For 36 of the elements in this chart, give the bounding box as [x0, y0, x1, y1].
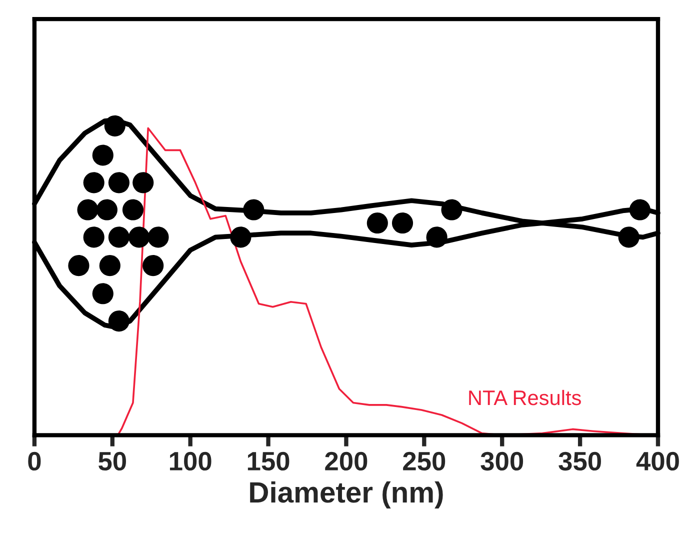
point: [132, 172, 154, 194]
point: [92, 283, 114, 304]
point: [83, 226, 104, 248]
point: [96, 199, 118, 220]
point: [243, 199, 264, 220]
point: [230, 226, 252, 248]
x-tick-label: 250: [403, 452, 446, 471]
x-tick-label: 350: [558, 452, 601, 471]
point: [77, 199, 98, 220]
x-tick-label: 50: [98, 452, 126, 471]
point: [68, 255, 90, 276]
point: [108, 226, 130, 248]
x-tick-label: 0: [28, 452, 41, 471]
point: [92, 144, 114, 166]
x-tick-label: 400: [636, 452, 679, 471]
point: [104, 115, 126, 136]
x-axis-title: Diameter (nm): [250, 481, 443, 509]
x-tick-label: 100: [170, 452, 212, 471]
point: [122, 199, 144, 220]
point: [128, 226, 150, 248]
x-tick-label: 200: [325, 452, 368, 471]
x-tick-label: 300: [480, 452, 524, 471]
point: [392, 212, 414, 234]
x-tick-label: 150: [248, 452, 290, 471]
point: [629, 199, 650, 220]
point: [441, 199, 462, 220]
point: [108, 310, 130, 332]
point: [148, 226, 169, 248]
point: [618, 226, 640, 248]
point: [99, 255, 120, 276]
point: [83, 172, 104, 194]
series-label: NTA Results: [469, 390, 581, 406]
point: [426, 226, 448, 248]
point: [366, 212, 388, 234]
point: [108, 172, 130, 194]
point: [142, 255, 164, 276]
